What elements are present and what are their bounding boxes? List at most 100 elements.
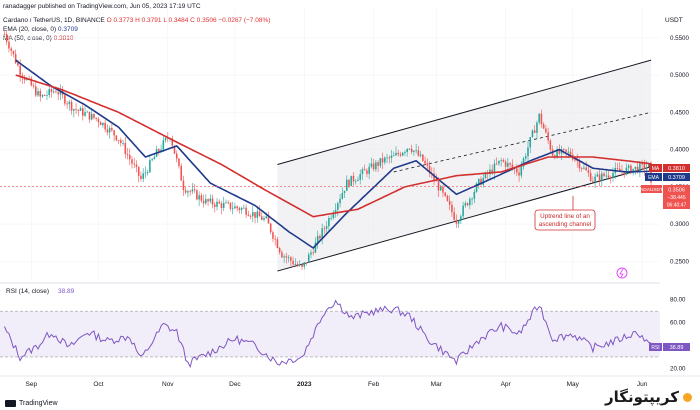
ma-legend[interactable]: MA (50, close, 0) 0.3810 <box>3 35 73 42</box>
time-tick-label: Oct <box>93 381 103 388</box>
candle-body <box>531 130 534 138</box>
candle-body <box>305 262 308 264</box>
channel-lower-line[interactable] <box>277 166 652 272</box>
tradingview-logo[interactable]: TradingView <box>5 400 58 407</box>
channel-mid-dashed-line[interactable] <box>393 111 652 173</box>
price-tick-label: 0.5500 <box>670 35 689 42</box>
candle-body <box>542 124 545 129</box>
candle-body <box>184 190 187 193</box>
candle-body <box>585 167 587 171</box>
candle-body <box>81 108 84 116</box>
tradingview-mark-icon <box>5 400 16 407</box>
rsi-tag-badge <box>649 343 662 351</box>
candle-body <box>88 111 91 120</box>
candle-body <box>187 191 189 193</box>
candle-body <box>269 223 272 233</box>
time-tick-label: Dec <box>229 381 241 388</box>
candle-body <box>234 206 236 209</box>
candle-body <box>480 178 482 185</box>
candle-body <box>325 226 328 229</box>
publisher-text: ranadagger published on TradingView.com,… <box>3 3 201 10</box>
brand-watermark: کریپتونگار <box>605 388 692 406</box>
candle-body <box>630 165 632 174</box>
candle-body <box>314 242 317 253</box>
candle-body <box>225 202 227 204</box>
candle-body <box>153 156 156 160</box>
candle-body <box>307 254 310 263</box>
candle-body <box>332 213 335 219</box>
candle-body <box>549 140 552 150</box>
candle-body <box>133 163 136 165</box>
candle-body <box>236 206 238 209</box>
candle-body <box>370 163 373 167</box>
candle-body <box>93 113 95 118</box>
candle-body <box>366 170 368 174</box>
candle-body <box>180 165 183 181</box>
candle-body <box>122 142 124 144</box>
candle-body <box>247 214 250 216</box>
rsi-tick-label: 20.00 <box>670 365 686 372</box>
candle-body <box>357 179 359 181</box>
candle-body <box>182 180 185 191</box>
currency-label: USDT <box>665 17 683 24</box>
candle-body <box>527 147 529 157</box>
candle-body <box>348 179 350 187</box>
price-tag-value: 0.3506 <box>668 188 685 194</box>
alert-icon[interactable] <box>616 267 628 279</box>
candle-body <box>175 153 178 159</box>
ema-legend[interactable]: EMA (20, close, 0) 0.3709 <box>3 26 78 33</box>
ma-legend-label: MA (50, close, 0) <box>3 35 52 42</box>
time-tick-label: Sep <box>26 381 38 388</box>
candle-body <box>10 48 12 51</box>
candle-body <box>43 94 46 96</box>
time-tick-label: Jun <box>637 381 648 388</box>
candle-body <box>202 200 205 204</box>
candle-body <box>601 173 603 181</box>
ema20-line[interactable] <box>15 59 652 250</box>
candle-body <box>498 160 500 164</box>
time-axis: Sep Oct Nov Dec 2023 Feb Mar Apr May Jun <box>26 381 648 388</box>
candle-body <box>547 132 549 141</box>
ma50-line[interactable] <box>15 74 652 218</box>
candle-body <box>70 101 73 111</box>
rsi-header-label: RSI (14, close) <box>6 288 49 295</box>
channel-upper-line[interactable] <box>277 59 652 165</box>
candle-body <box>392 155 395 157</box>
candle-body <box>603 173 605 177</box>
candle-body <box>211 198 214 205</box>
candle-body <box>390 155 393 158</box>
candle-body <box>319 235 321 239</box>
candle-body <box>229 202 232 209</box>
candle-body <box>343 190 346 193</box>
rsi-line[interactable] <box>4 299 652 369</box>
rsi-header-value: 38.89 <box>58 288 75 295</box>
candle-body <box>334 209 337 214</box>
candle-body <box>477 178 480 184</box>
candle-body <box>316 235 319 243</box>
price-tick-label: 0.5000 <box>670 72 689 79</box>
candle-body <box>495 163 498 165</box>
candle-body <box>218 201 221 204</box>
candle-body <box>428 165 431 174</box>
candle-body <box>489 169 491 175</box>
candle-body <box>137 166 140 176</box>
candle-body <box>569 151 572 155</box>
rsi-tag-text: RSI <box>651 345 659 351</box>
candle-body <box>117 140 120 141</box>
candle-body <box>258 211 261 217</box>
candle-body <box>565 149 567 152</box>
candle-body <box>475 183 478 192</box>
candle-body <box>439 186 442 191</box>
candle-body <box>75 109 77 111</box>
ma-tag-value: 0.3810 <box>668 166 685 172</box>
candle-body <box>482 177 485 185</box>
symbol-tag-badge <box>641 185 662 193</box>
candle-body <box>140 175 142 179</box>
candle-body <box>46 95 48 96</box>
price-tag-change: −38.445 <box>667 195 685 201</box>
time-tick-label: Feb <box>368 381 380 388</box>
candle-body <box>363 169 366 171</box>
